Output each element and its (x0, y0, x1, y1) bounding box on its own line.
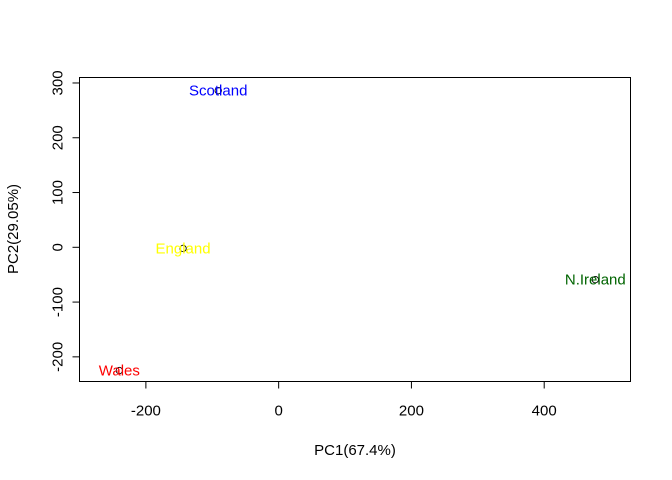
point-label: N.Ireland (565, 272, 626, 289)
plot-frame (79, 77, 631, 382)
data-point (115, 366, 123, 375)
x-axis-title: PC1(67.4%) (314, 442, 396, 459)
y-tick-label: -200 (50, 342, 67, 372)
point-label: Wales (99, 363, 140, 380)
x-tick-label: 0 (274, 403, 282, 420)
point-label: England (156, 240, 211, 257)
y-axis-title: PC2(29.05%) (5, 184, 22, 274)
x-tick-label: 200 (399, 403, 424, 420)
data-point (214, 86, 222, 95)
x-axis: -200 0 200 400 (131, 381, 557, 420)
y-tick-label: 300 (50, 70, 67, 95)
x-tick-label: -200 (131, 403, 161, 420)
y-tick-label: 100 (50, 180, 67, 205)
data-points: England Wales Scotland N.Ireland (99, 83, 626, 380)
data-point (179, 244, 187, 253)
y-tick-label: -100 (50, 287, 67, 317)
data-point (591, 275, 599, 284)
point-label: Scotland (189, 83, 247, 100)
x-tick-label: 400 (532, 403, 557, 420)
y-axis: -200 -100 0 100 200 300 (50, 70, 80, 372)
y-tick-label: 200 (50, 125, 67, 150)
y-tick-label: 0 (50, 243, 67, 251)
